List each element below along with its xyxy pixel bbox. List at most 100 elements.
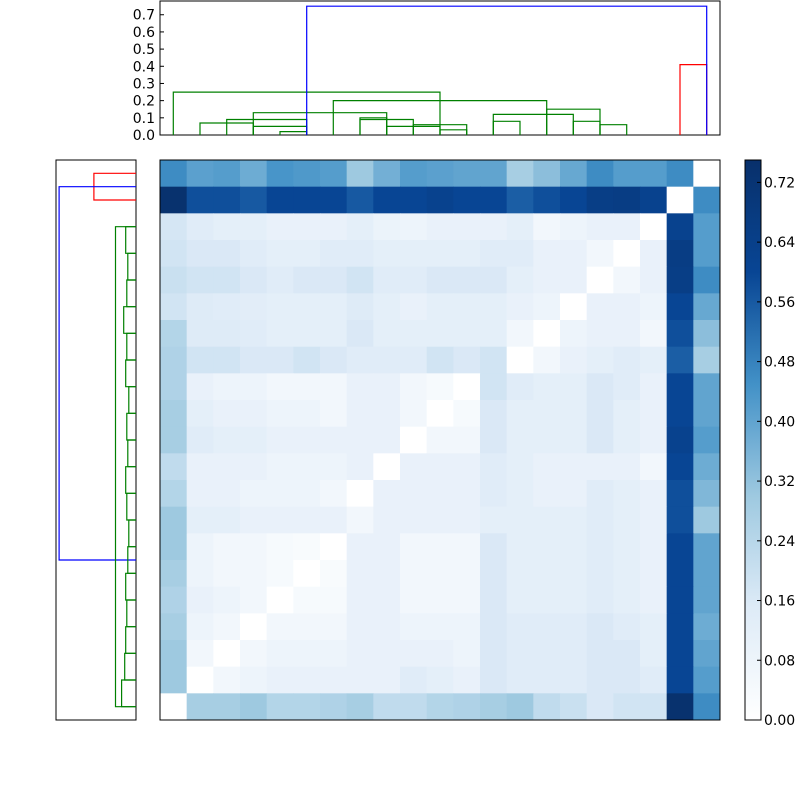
dendrogram-link	[127, 252, 136, 281]
heatmap-cell	[186, 346, 214, 374]
heatmap-cell	[693, 240, 721, 268]
heatmap-cell	[400, 346, 428, 374]
heatmap-cell	[560, 266, 588, 294]
heatmap-cell	[640, 426, 668, 454]
heatmap-cell	[613, 426, 641, 454]
heatmap-cell	[453, 426, 481, 454]
heatmap-cell	[560, 320, 588, 348]
heatmap-cell	[453, 240, 481, 268]
heatmap-cell	[453, 640, 481, 668]
heatmap-cell	[373, 320, 401, 348]
heatmap-cell	[400, 640, 428, 668]
heatmap-cell	[613, 373, 641, 401]
heatmap-cell	[666, 506, 694, 534]
heatmap-cell	[213, 160, 241, 188]
heatmap-cell	[426, 533, 454, 561]
heatmap-cell	[426, 160, 454, 188]
heatmap-cell	[346, 266, 374, 294]
heatmap-cell	[560, 560, 588, 588]
heatmap-cell	[506, 586, 534, 614]
dendrogram-link	[128, 519, 136, 548]
heatmap-cell	[240, 400, 268, 428]
heatmap-cell	[480, 160, 508, 188]
heatmap-cell	[693, 293, 721, 321]
dendrogram-link	[125, 226, 136, 254]
heatmap-cell	[213, 346, 241, 374]
heatmap-cell	[400, 613, 428, 641]
dendrogram-link	[126, 599, 136, 628]
heatmap-cell	[480, 266, 508, 294]
heatmap-cell	[266, 346, 294, 374]
heatmap-cell	[640, 266, 668, 294]
heatmap-cell	[240, 213, 268, 241]
heatmap-cell	[586, 480, 614, 508]
heatmap-cell	[186, 480, 214, 508]
heatmap-cell	[666, 480, 694, 508]
heatmap-cell	[586, 346, 614, 374]
heatmap-cell	[373, 186, 401, 214]
heatmap-cell	[266, 586, 294, 614]
heatmap-cell	[266, 186, 294, 214]
heatmap-cell	[320, 533, 348, 561]
heatmap-cell	[160, 693, 188, 721]
heatmap-cell	[480, 240, 508, 268]
heatmap-cell	[506, 560, 534, 588]
heatmap-cell	[400, 533, 428, 561]
heatmap-cell	[266, 560, 294, 588]
heatmap-cell	[666, 453, 694, 481]
heatmap-cell	[320, 266, 348, 294]
heatmap-cell	[240, 560, 268, 588]
heatmap-cell	[640, 400, 668, 428]
heatmap-cell	[666, 293, 694, 321]
heatmap-cell	[533, 293, 561, 321]
heatmap-cell	[346, 400, 374, 428]
heatmap-cell	[533, 266, 561, 294]
ytick-label: 0.6	[133, 25, 155, 41]
heatmap-cell	[293, 346, 321, 374]
heatmap-cell	[213, 266, 241, 294]
colorbar-tick-label: 0.32	[764, 474, 795, 490]
dendrogram-link	[58, 186, 136, 561]
heatmap-cell	[160, 480, 188, 508]
dendrogram-link	[572, 120, 601, 135]
heatmap-cell	[426, 666, 454, 694]
heatmap-cell	[586, 586, 614, 614]
colorbar-ticks: 0.00 0.08 0.16 0.24 0.32 0.40 0.48 0.56 0.64 0.72	[757, 175, 795, 729]
heatmap-cell	[240, 640, 268, 668]
heatmap-cell	[213, 480, 241, 508]
heatmap-cell	[346, 586, 374, 614]
dendrogram-link	[126, 412, 136, 441]
heatmap-cell	[560, 426, 588, 454]
heatmap-cell	[426, 453, 454, 481]
heatmap-cell	[453, 453, 481, 481]
heatmap-cell	[346, 693, 374, 721]
heatmap-cell	[213, 186, 241, 214]
heatmap-cell	[613, 480, 641, 508]
heatmap-cell	[346, 666, 374, 694]
dendrogram-link	[125, 466, 136, 494]
heatmap-cell	[560, 400, 588, 428]
heatmap-cell	[640, 640, 668, 668]
dendrogram-link	[252, 112, 388, 135]
heatmap-cell	[346, 533, 374, 561]
heatmap-cell	[373, 586, 401, 614]
heatmap-cell	[506, 400, 534, 428]
heatmap-cell	[346, 506, 374, 534]
heatmap-cell	[213, 453, 241, 481]
heatmap-cell	[586, 373, 614, 401]
top-dendrogram-yaxis: 0.00.10.2 0.30.40.50.60.7	[133, 8, 164, 144]
heatmap-cell	[640, 693, 668, 721]
heatmap-cell	[213, 613, 241, 641]
heatmap-cell	[640, 586, 668, 614]
heatmap-cell	[453, 373, 481, 401]
heatmap-cell	[186, 186, 214, 214]
heatmap-cell	[373, 426, 401, 454]
heatmap-cell	[666, 693, 694, 721]
heatmap-cell	[533, 453, 561, 481]
heatmap-cell	[266, 506, 294, 534]
top-dendrogram: 0.00.10.2 0.30.40.50.60.7	[133, 0, 721, 144]
heatmap-cell	[240, 693, 268, 721]
heatmap-cell	[213, 213, 241, 241]
heatmap-cell	[426, 186, 454, 214]
heatmap-cell	[346, 186, 374, 214]
